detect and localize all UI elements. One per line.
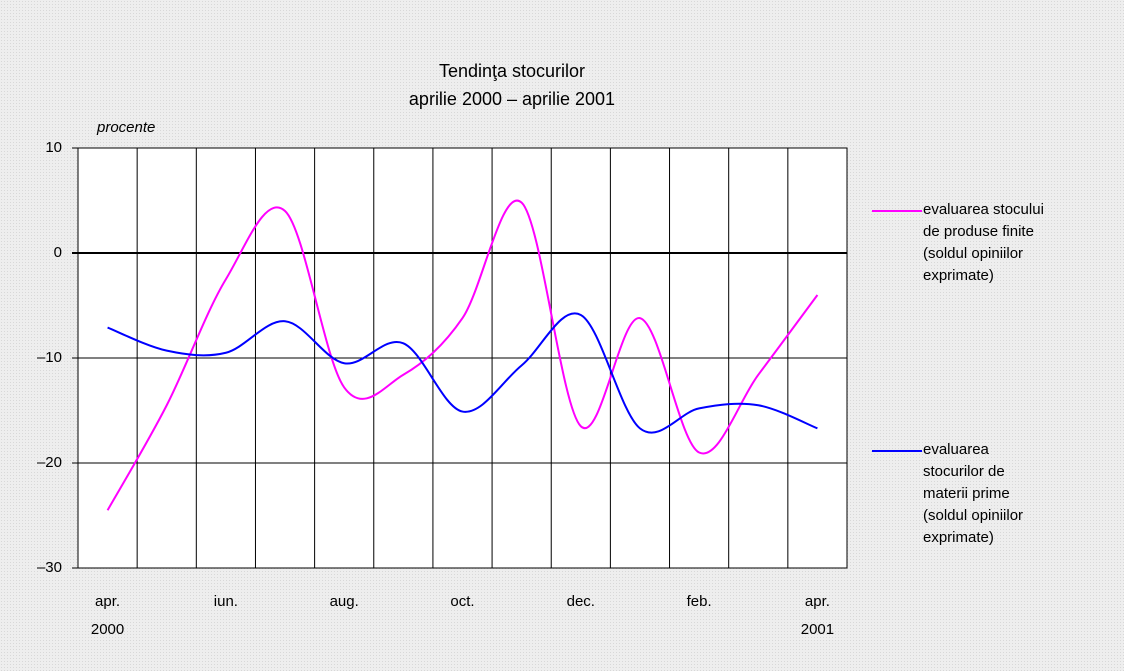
chart-subtitle: aprilie 2000 – aprilie 2001: [409, 89, 615, 109]
y-tick-label: –20: [37, 454, 62, 471]
x-tick-label: aug.: [330, 593, 359, 610]
x-tick-label: iun.: [214, 593, 238, 610]
y-tick-label: –30: [37, 559, 62, 576]
x-tick-label: oct.: [450, 593, 474, 610]
x-tick-label: feb.: [687, 593, 712, 610]
legend-entry: evaluarea stocului de produse finite (so…: [923, 201, 1044, 284]
legend-entry: evaluarea stocurilor de materii prime (s…: [923, 441, 1024, 546]
x-tick-label: dec.: [567, 593, 595, 610]
x-tick-label: apr. 2001: [801, 593, 834, 638]
y-axis-label: procente: [96, 119, 155, 136]
y-tick-label: 10: [45, 139, 62, 156]
x-tick-label: apr. 2000: [91, 593, 124, 638]
line-series: [107, 312, 818, 434]
y-tick-label: 0: [54, 244, 62, 261]
y-tick-label: –10: [37, 349, 62, 366]
line-series: [106, 199, 819, 511]
chart-title: Tendinţa stocurilor: [439, 61, 585, 81]
